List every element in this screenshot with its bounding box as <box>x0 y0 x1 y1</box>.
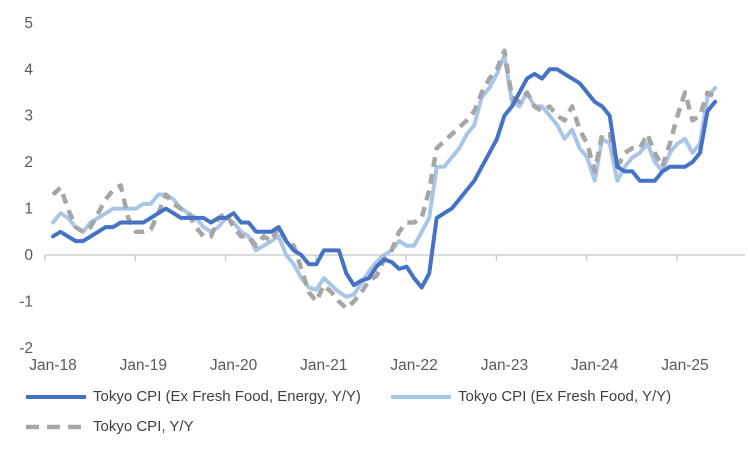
legend-label-core-core: Tokyo CPI (Ex Fresh Food, Energy, Y/Y) <box>93 388 361 405</box>
series-line-ex-fresh-food <box>51 53 718 299</box>
legend-swatch-dashed-gray <box>25 423 87 431</box>
x-axis-label: Jan-23 <box>481 357 528 374</box>
legend-item-core: Tokyo CPI (Ex Fresh Food, Y/Y) <box>390 388 671 405</box>
legend-swatch-solid-darkblue <box>25 393 87 401</box>
x-axis-label: Jan-24 <box>571 357 619 374</box>
legend-swatch-solid-lightblue <box>390 393 452 401</box>
y-axis-label: 0 <box>24 247 33 264</box>
x-axis-label: Jan-22 <box>390 357 437 374</box>
y-axis-label: 3 <box>24 108 33 125</box>
x-axis-label: Jan-25 <box>661 357 708 374</box>
y-axis-label: 5 <box>24 15 33 32</box>
series-line-ex-fresh-food-energy <box>51 67 718 290</box>
legend-label-core: Tokyo CPI (Ex Fresh Food, Y/Y) <box>458 388 672 405</box>
y-axis-label: 2 <box>24 154 33 171</box>
legend-item-core-core: Tokyo CPI (Ex Fresh Food, Energy, Y/Y) <box>25 388 361 405</box>
y-axis-label: -2 <box>19 340 33 357</box>
legend-label-headline: Tokyo CPI, Y/Y <box>93 418 194 435</box>
x-axis-label: Jan-20 <box>210 357 258 374</box>
x-axis-label: Jan-18 <box>29 357 76 374</box>
x-axis-label: Jan-19 <box>120 357 167 374</box>
legend-item-headline: Tokyo CPI, Y/Y <box>25 418 194 435</box>
y-axis-label: -1 <box>19 293 33 310</box>
x-axis-label: Jan-21 <box>300 357 347 374</box>
y-axis-label: 1 <box>24 201 33 218</box>
y-axis-label: 4 <box>24 61 33 78</box>
